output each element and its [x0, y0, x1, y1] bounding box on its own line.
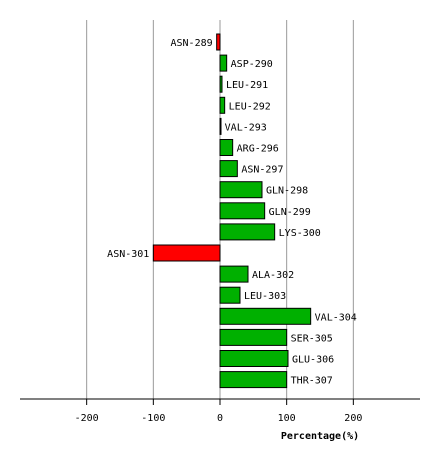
bar	[219, 75, 223, 93]
bar	[216, 33, 221, 51]
bar	[219, 350, 289, 367]
x-tick-label: 100	[278, 413, 296, 424]
bar-label: LEU-303	[244, 291, 286, 302]
bar	[219, 54, 228, 72]
bar	[219, 223, 276, 241]
x-tick-label: 200	[344, 413, 362, 424]
bar	[219, 181, 263, 199]
bar	[219, 328, 288, 346]
bar	[219, 117, 222, 135]
x-axis-label: Percentage(%)	[281, 431, 359, 442]
bar	[219, 371, 288, 389]
bar-label: ASN-289	[171, 38, 213, 49]
bar	[219, 96, 226, 114]
bar-label: LEU-292	[229, 101, 271, 112]
x-tick-label: -200	[75, 413, 99, 424]
bar	[219, 307, 312, 325]
bar	[219, 265, 249, 283]
bar-label: ARG-296	[237, 144, 279, 155]
bar-label: GLN-299	[269, 207, 311, 218]
x-tick-label: 0	[217, 413, 223, 424]
bar-label: VAL-293	[225, 122, 267, 133]
bar-label: LYS-300	[279, 228, 321, 239]
bar	[219, 139, 234, 156]
bar	[219, 202, 266, 220]
bar	[219, 286, 241, 304]
bar-label: LEU-291	[226, 80, 268, 91]
bar-label: THR-307	[291, 376, 333, 387]
bar-label: VAL-304	[315, 312, 357, 323]
bar-label: GLU-306	[292, 355, 334, 366]
bar-label: ASN-301	[107, 249, 149, 260]
bar-label: ASN-297	[241, 165, 283, 176]
bar-label: ALA-302	[252, 270, 294, 281]
bar-label: ASP-290	[231, 59, 273, 70]
x-tick-label: -100	[141, 413, 165, 424]
bar	[219, 160, 238, 178]
bar	[152, 244, 221, 262]
bar-label: SER-305	[291, 333, 333, 344]
bar-label: GLN-298	[266, 186, 308, 197]
